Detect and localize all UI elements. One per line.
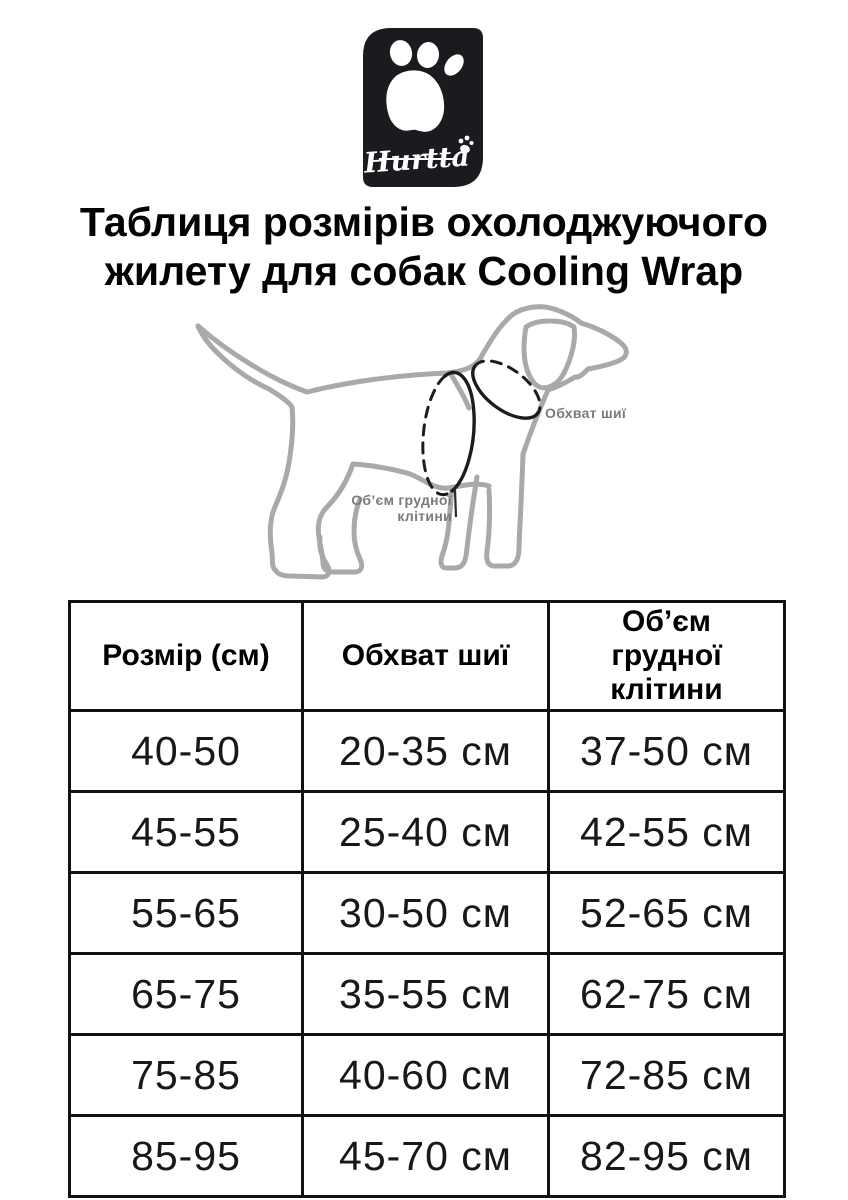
size-cell: 75-85 [68,1033,304,1117]
paw-pad-icon [386,70,445,132]
table-row: 85-95 45-70 см 82-95 см [68,1114,786,1198]
chest-cell: 37-50 см [547,709,786,793]
neck-cell: 25-40 см [301,790,550,874]
neck-cell: 20-35 см [301,709,550,793]
hurtta-logo: Hurtta [362,28,483,187]
neck-cell: 35-55 см [301,952,550,1036]
page-title-line1: Таблиця розмірів охолоджуючого [79,199,769,245]
size-cell: 85-95 [68,1114,304,1198]
chest-measure-label-line2: клітини [397,508,452,524]
paw-toe-icon [389,40,413,66]
brand-crossbar [379,158,457,160]
neck-measure-label: Обхват шиї [545,405,627,421]
header-cell-size: Розмір (см) [68,600,304,712]
neck-cell: 40-60 см [301,1033,550,1117]
hurtta-logo-graphic: Hurtta [362,28,483,187]
paw-toe-icon [444,54,464,76]
chest-measure-label-line1: Об’єм грудної [351,492,453,508]
neck-cell: 45-70 см [301,1114,550,1198]
header-cell-neck: Обхват шиї [301,600,550,712]
mini-paw-icon [458,135,474,154]
table-row: 55-65 30-50 см 52-65 см [68,871,786,955]
brand-script: Hurtta [363,139,471,179]
chest-cell: 42-55 см [547,790,786,874]
chest-cell: 52-65 см [547,871,786,955]
size-cell: 45-55 [68,790,304,874]
paw-toe-icon [416,42,440,68]
table-row: 75-85 40-60 см 72-85 см [68,1033,786,1117]
chest-leader-line [453,489,458,518]
page-title-line2: жилету для собак Cooling Wrap [104,248,744,294]
header-cell-chest: Об’єм грудної клітини [547,600,786,712]
size-table: Розмір (см) Обхват шиї Об’єм грудної клі… [68,600,786,1198]
table-header-row: Розмір (см) Обхват шиї Об’єм грудної клі… [68,600,786,712]
dog-outline [195,304,629,580]
chest-cell: 72-85 см [547,1033,786,1117]
size-cell: 40-50 [68,709,304,793]
neck-measure-ellipse [471,359,542,420]
neck-cell: 30-50 см [301,871,550,955]
dog-measurement-diagram: Обхват шиї Об’єм грудної клітини [185,296,650,596]
table-row: 65-75 35-55 см 62-75 см [68,952,786,1036]
page-title: Таблиця розмірів охолоджуючого жилету дл… [0,198,848,296]
chest-cell: 82-95 см [547,1114,786,1198]
chest-cell: 62-75 см [547,952,786,1036]
size-cell: 55-65 [68,871,304,955]
size-cell: 65-75 [68,952,304,1036]
table-row: 40-50 20-35 см 37-50 см [68,709,786,793]
chest-measure-ellipse [421,370,476,497]
dog-diagram-svg: Обхват шиї Об’єм грудної клітини [195,304,629,580]
table-row: 45-55 25-40 см 42-55 см [68,790,786,874]
